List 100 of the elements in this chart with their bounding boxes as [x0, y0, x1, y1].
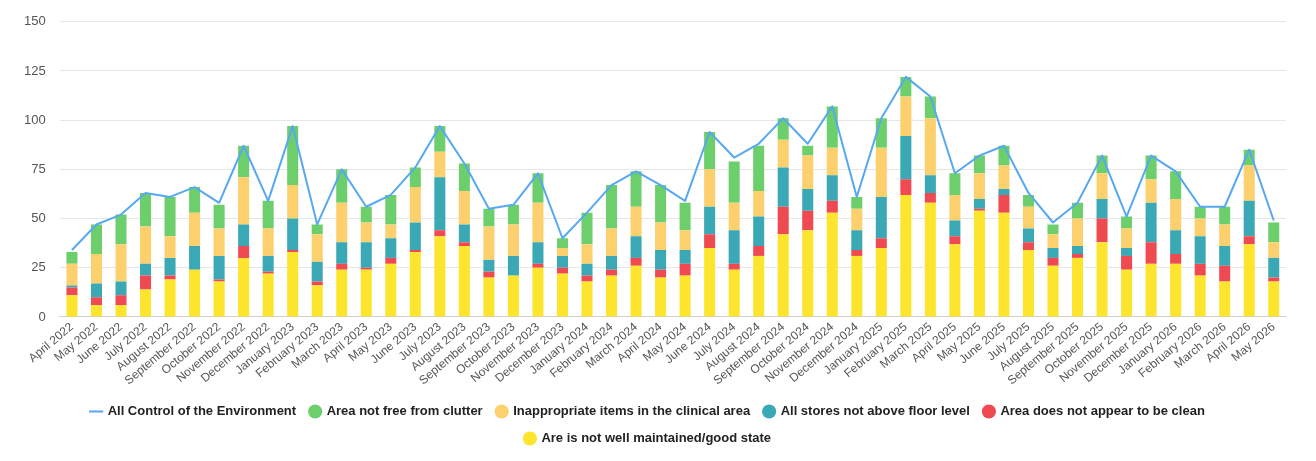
- bar: [655, 269, 667, 278]
- bar: [1194, 275, 1206, 317]
- bar: [655, 277, 667, 317]
- bar: [1268, 277, 1280, 282]
- bar: [66, 263, 78, 286]
- bar: [1022, 206, 1034, 229]
- legend-label: All stores not above floor level: [780, 403, 970, 419]
- bar: [164, 279, 176, 317]
- bar: [287, 252, 299, 317]
- bar: [1268, 242, 1280, 258]
- bar: [998, 194, 1010, 213]
- bar: [458, 242, 470, 247]
- bar: [434, 151, 446, 178]
- bar: [483, 259, 495, 272]
- bar: [728, 230, 740, 264]
- bar: [1243, 244, 1255, 317]
- bar: [311, 285, 323, 317]
- bar: [924, 192, 936, 203]
- bar: [189, 269, 201, 317]
- bar: [1047, 265, 1059, 317]
- bar: [311, 224, 323, 235]
- bar: [1096, 198, 1108, 219]
- bar: [581, 263, 593, 276]
- bar: [826, 175, 838, 201]
- bar: [1145, 263, 1157, 317]
- bar: [826, 200, 838, 213]
- bar: [1096, 173, 1108, 199]
- bar: [90, 224, 102, 254]
- bar: [777, 139, 789, 168]
- bar: [728, 202, 740, 231]
- bar: [434, 177, 446, 231]
- bar: [1072, 253, 1084, 258]
- bar: [581, 281, 593, 317]
- bar: [949, 244, 961, 317]
- bar: [483, 271, 495, 278]
- bar: [875, 238, 887, 249]
- bar: [679, 275, 691, 317]
- bar: [1243, 236, 1255, 245]
- bar: [655, 250, 667, 270]
- bar: [1022, 194, 1034, 207]
- bar: [1268, 281, 1280, 317]
- bar: [851, 250, 863, 256]
- bar: [851, 230, 863, 251]
- bar: [262, 273, 274, 317]
- bar: [998, 165, 1010, 190]
- bar: [1268, 257, 1280, 278]
- bar: [164, 236, 176, 258]
- bar: [949, 236, 961, 245]
- bar: [606, 275, 618, 317]
- bar: [1194, 218, 1206, 237]
- bar: [409, 252, 421, 317]
- bar: [802, 155, 814, 190]
- bar: [262, 228, 274, 256]
- bar: [949, 173, 961, 195]
- bar: [802, 189, 814, 211]
- bar: [1243, 200, 1255, 237]
- bar: [556, 238, 568, 249]
- bar: [655, 185, 667, 223]
- bar: [1121, 248, 1133, 256]
- bar: [1219, 265, 1231, 282]
- bar: [385, 194, 397, 225]
- bar: [679, 250, 691, 264]
- bar: [1096, 218, 1108, 243]
- bar: [581, 244, 593, 264]
- bar: [728, 161, 740, 203]
- bar: [753, 216, 765, 247]
- bar: [1194, 236, 1206, 264]
- bar: [287, 185, 299, 219]
- bar: [140, 289, 152, 317]
- bar: [851, 255, 863, 317]
- bar: [262, 200, 274, 229]
- bar: [483, 226, 495, 260]
- y-tick-label: 25: [31, 259, 46, 275]
- bar: [287, 218, 299, 251]
- bar: [140, 275, 152, 290]
- bar: [1022, 250, 1034, 317]
- bar: [311, 261, 323, 282]
- bar: [458, 163, 470, 192]
- bar: [704, 248, 716, 317]
- bar: [1170, 171, 1182, 199]
- bar: [753, 191, 765, 217]
- bar: [90, 297, 102, 306]
- bar: [140, 192, 152, 227]
- bar: [238, 224, 250, 247]
- bar: [1047, 224, 1059, 235]
- bar: [409, 222, 421, 251]
- bar: [1072, 246, 1084, 254]
- bar: [630, 265, 642, 317]
- bar: [1145, 179, 1157, 203]
- bar: [973, 155, 985, 174]
- bar: [802, 230, 814, 317]
- bar: [556, 273, 568, 317]
- bar: [238, 257, 250, 317]
- bar: [507, 204, 519, 225]
- bar: [851, 208, 863, 231]
- bar: [1194, 263, 1206, 276]
- bar: [140, 263, 152, 276]
- bar: [924, 175, 936, 193]
- bar: [679, 230, 691, 251]
- bar: [507, 255, 519, 276]
